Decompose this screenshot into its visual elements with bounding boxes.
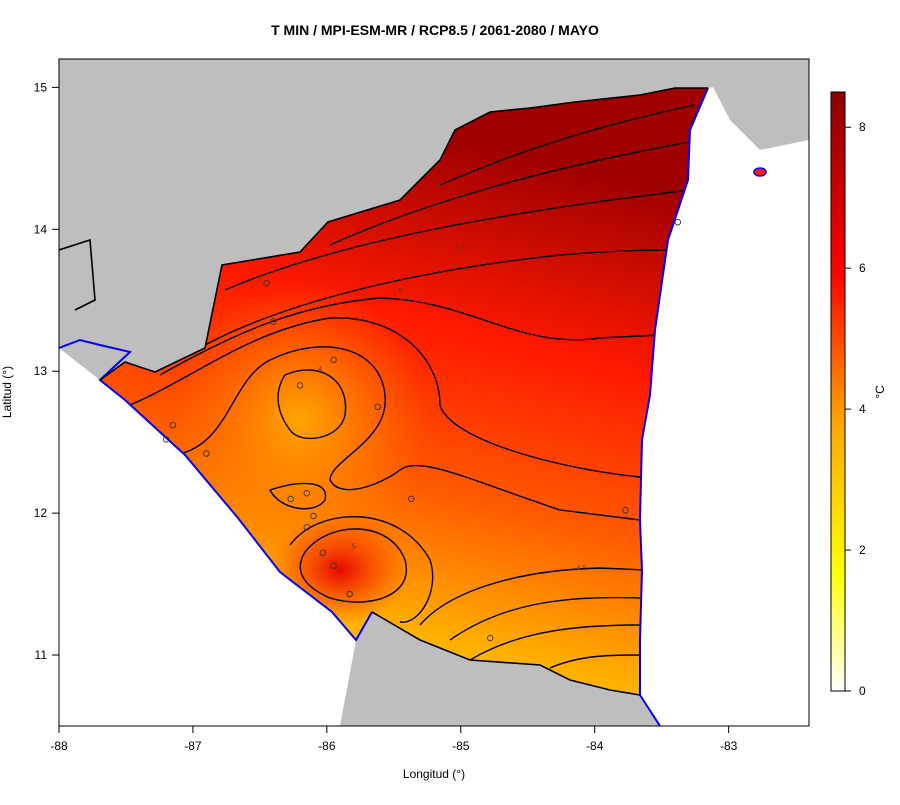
neighbor-land-north <box>59 59 809 380</box>
station-point-0 <box>263 279 270 287</box>
station-point-4 <box>374 403 382 410</box>
coastline <box>59 87 709 726</box>
pacific-water <box>59 348 660 726</box>
station-point-2 <box>330 356 337 364</box>
y-tick-label-0: 11 <box>35 648 48 662</box>
colorbar-tick-label-1: 2 <box>859 543 866 557</box>
colorbar-tick-label-4: 8 <box>859 120 866 134</box>
y-tick-label-1: 12 <box>34 506 48 520</box>
colorbar <box>830 91 846 692</box>
x-tick-label-4: -84 <box>586 739 604 753</box>
x-tick-label-5: -83 <box>720 739 738 753</box>
station-point-14 <box>330 562 337 569</box>
station-point-1 <box>270 318 277 325</box>
map-layer: 6.5 6 5.5 4 4.5 5 <box>59 59 809 726</box>
station-point-9 <box>287 495 294 503</box>
x-tick-label-1: -87 <box>184 739 202 753</box>
station-point-18 <box>674 218 682 226</box>
y-axis: 11 12 13 14 15 <box>34 80 59 662</box>
stations <box>162 218 682 642</box>
colorbar-unit: °C <box>873 385 887 399</box>
station-point-11 <box>310 512 317 520</box>
station-point-13 <box>319 549 327 557</box>
contour-labels: 6.5 6 5.5 4 4.5 5 <box>318 246 586 572</box>
x-axis-label: Longitud (°) <box>403 767 465 781</box>
station-point-7 <box>203 450 210 457</box>
contour-label-5: 5 <box>352 544 356 551</box>
y-tick-label-4: 15 <box>34 80 48 94</box>
contour-label-0: 6.5 <box>456 246 466 253</box>
colorbar-ticks: 0 2 4 6 8 <box>845 120 866 698</box>
caribbean-water <box>640 70 809 726</box>
x-axis: -88 -87 -86 -85 -84 -83 <box>50 726 738 753</box>
y-axis-label: Latitud (°) <box>0 366 14 418</box>
y-tick-label-2: 13 <box>34 364 48 378</box>
contour-lines <box>129 104 701 669</box>
x-tick-label-2: -86 <box>318 739 336 753</box>
station-point-15 <box>346 590 353 598</box>
contour-label-4: 4.5 <box>576 565 586 572</box>
colorbar-tick-label-0: 0 <box>859 684 866 698</box>
contour-label-2: 5.5 <box>355 317 365 324</box>
colorbar-tick-label-3: 6 <box>859 261 866 275</box>
station-point-12 <box>303 524 311 531</box>
station-point-5 <box>169 421 177 429</box>
station-point-6 <box>162 436 170 443</box>
station-point-10 <box>407 495 415 503</box>
y-tick-label-3: 14 <box>34 222 48 236</box>
contour-label-1: 6 <box>399 288 403 295</box>
station-point-3 <box>296 382 304 389</box>
x-tick-label-3: -85 <box>452 739 470 753</box>
station-point-8 <box>303 490 311 497</box>
station-point-17 <box>622 507 629 514</box>
x-tick-label-0: -88 <box>50 739 68 753</box>
colorbar-tick-label-2: 4 <box>859 402 866 416</box>
station-point-16 <box>487 634 494 642</box>
island-blue <box>753 167 767 177</box>
chart-title: T MIN / MPI-ESM-MR / RCP8.5 / 2061-2080 … <box>271 22 599 38</box>
national-border <box>59 87 708 696</box>
plot-frame <box>58 58 810 727</box>
contour-label-3: 4 <box>318 366 322 373</box>
coast-right-land <box>712 59 809 150</box>
